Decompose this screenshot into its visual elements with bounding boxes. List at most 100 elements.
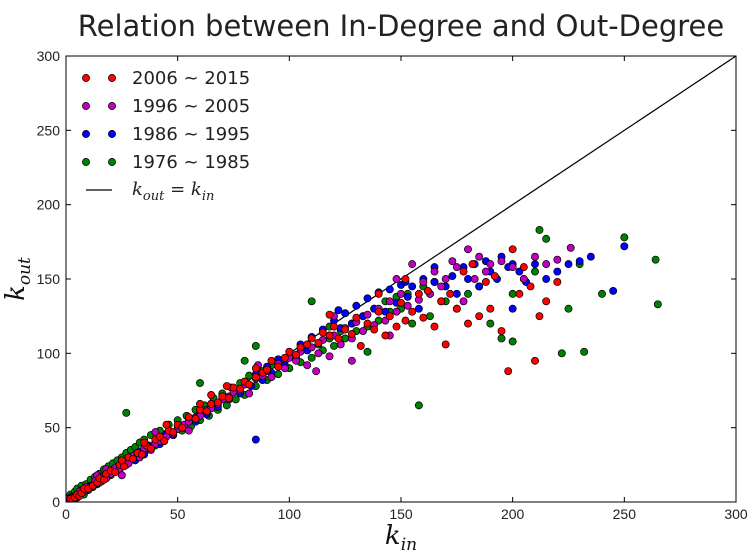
data-point xyxy=(397,298,405,307)
data-point xyxy=(408,319,417,328)
data-point xyxy=(117,471,126,480)
data-point xyxy=(330,341,338,350)
legend-label: 2006 ~ 2015 xyxy=(132,68,250,89)
data-point xyxy=(519,275,528,283)
data-point xyxy=(307,297,316,306)
x-tick-label: 50 xyxy=(170,506,186,522)
data-point xyxy=(515,289,524,298)
y-tick-label: 50 xyxy=(44,420,60,436)
x-tick-label: 150 xyxy=(389,506,413,522)
x-tick-label: 0 xyxy=(62,506,70,522)
y-tick-label: 250 xyxy=(37,122,61,138)
data-point xyxy=(325,310,334,319)
data-point xyxy=(419,278,428,286)
data-point xyxy=(564,304,573,313)
data-point xyxy=(653,300,662,309)
data-point xyxy=(392,275,401,283)
data-point xyxy=(325,352,334,361)
data-point xyxy=(448,272,457,280)
x-tick-label: 200 xyxy=(501,506,525,522)
data-point xyxy=(542,234,551,243)
legend-label: 1986 ~ 1995 xyxy=(132,124,250,145)
data-point xyxy=(318,328,327,337)
data-point xyxy=(580,347,589,356)
data-point xyxy=(531,260,539,269)
data-point xyxy=(564,260,573,269)
data-point xyxy=(352,313,361,322)
y-tick-label: 100 xyxy=(37,345,61,361)
data-point xyxy=(207,399,216,408)
y-axis-label-base: k xyxy=(1,285,31,301)
data-point xyxy=(381,331,390,340)
data-point xyxy=(620,233,629,242)
data-point xyxy=(385,297,394,306)
data-point xyxy=(408,282,417,291)
y-tick-label: 300 xyxy=(37,48,61,64)
data-point xyxy=(178,423,187,432)
data-point xyxy=(392,307,401,316)
data-point xyxy=(508,263,517,272)
data-point xyxy=(508,337,517,346)
data-point xyxy=(218,392,227,401)
data-point xyxy=(490,272,499,280)
data-point xyxy=(464,275,472,283)
data-point xyxy=(267,356,276,365)
legend-label: 1996 ~ 2005 xyxy=(132,96,250,117)
data-point xyxy=(191,414,200,423)
legend-item-reference: kout = kin xyxy=(86,179,214,204)
data-point xyxy=(225,393,233,402)
data-point xyxy=(285,347,294,356)
data-point xyxy=(397,289,405,298)
data-point xyxy=(292,350,300,359)
data-point xyxy=(325,331,334,340)
data-point xyxy=(160,437,169,445)
data-point xyxy=(207,391,216,399)
x-tick-label: 250 xyxy=(613,506,637,522)
data-point xyxy=(598,289,606,298)
data-point xyxy=(392,322,401,331)
data-point xyxy=(334,334,343,343)
data-point xyxy=(370,325,379,334)
data-point xyxy=(464,289,472,298)
data-point xyxy=(481,267,490,276)
data-point xyxy=(196,379,204,388)
legend-label-reference: kout = kin xyxy=(132,179,214,204)
data-point xyxy=(222,382,231,390)
data-point xyxy=(586,252,595,261)
data-point xyxy=(508,304,517,313)
data-point xyxy=(347,330,356,338)
data-point xyxy=(359,327,367,335)
data-point xyxy=(341,309,350,318)
x-tick-label: 100 xyxy=(278,506,302,522)
data-point xyxy=(202,407,211,416)
data-point xyxy=(184,426,193,435)
legend-marker xyxy=(108,102,116,110)
data-point xyxy=(245,389,254,398)
legend-marker xyxy=(82,158,90,166)
data-point xyxy=(486,319,495,328)
series-3 xyxy=(66,225,662,502)
data-point xyxy=(385,312,394,321)
y-tick-label: 150 xyxy=(37,271,61,287)
data-point xyxy=(307,353,316,362)
y-tick-label: 0 xyxy=(52,494,60,510)
y-axis-label: kout xyxy=(1,257,35,301)
data-point xyxy=(363,347,372,356)
y-tick-label: 200 xyxy=(37,197,61,213)
legend-marker xyxy=(82,130,90,138)
data-point xyxy=(452,289,461,298)
data-point xyxy=(508,245,517,254)
data-point xyxy=(251,341,260,350)
data-point xyxy=(557,349,566,358)
data-point xyxy=(497,334,506,343)
data-point xyxy=(519,263,528,272)
data-point xyxy=(475,312,484,321)
data-point xyxy=(122,408,131,417)
data-point xyxy=(314,349,323,358)
x-axis-label: kin xyxy=(385,521,417,555)
series-2 xyxy=(66,242,629,502)
data-point xyxy=(334,306,343,315)
data-point xyxy=(184,413,193,422)
